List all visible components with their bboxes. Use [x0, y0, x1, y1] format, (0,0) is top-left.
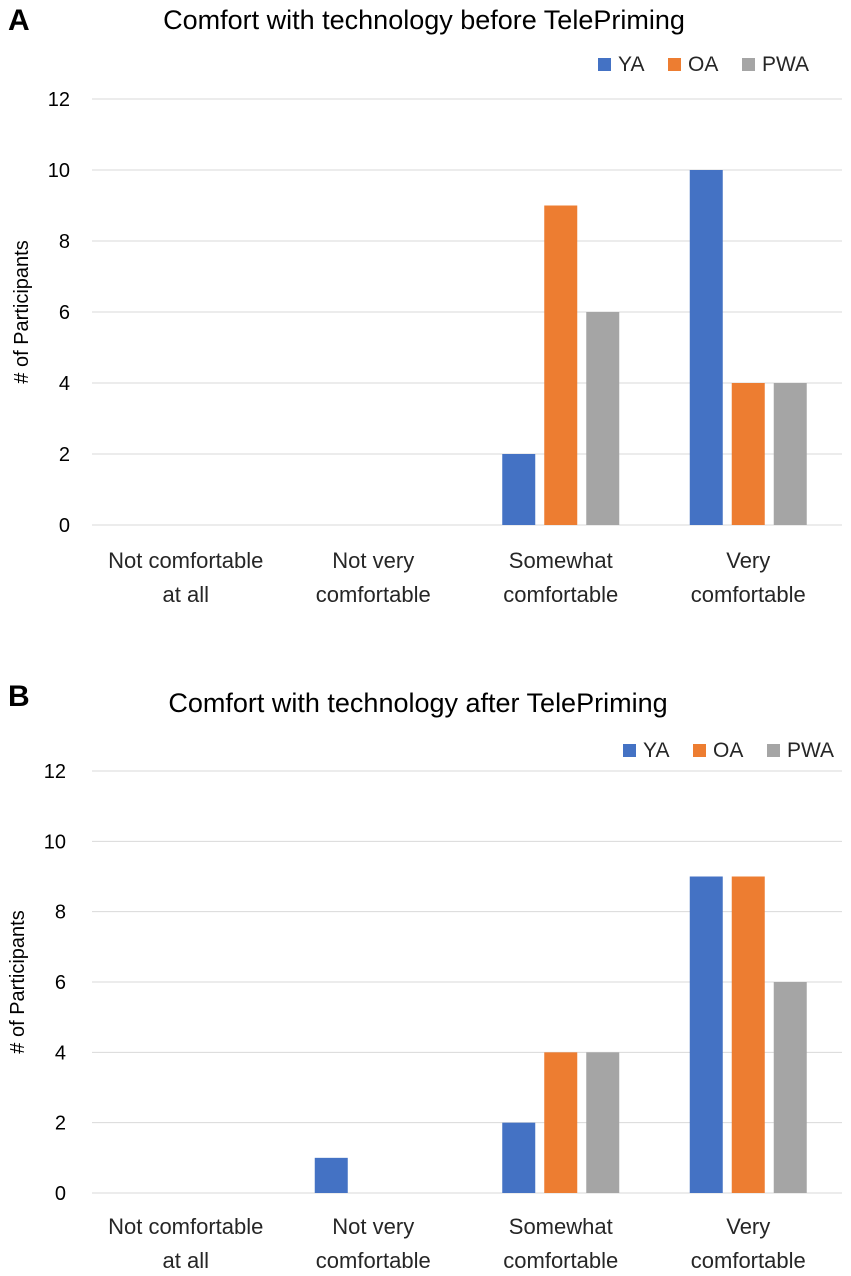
chart-1-xtick-1-line-0: Not very	[332, 1214, 414, 1239]
chart-1-xtick-1-line-1: comfortable	[316, 1248, 431, 1273]
chart-0-ytick-12: 12	[48, 89, 70, 111]
chart-0-xtick-3-line-1: comfortable	[691, 582, 806, 607]
chart-1-ytick-6: 6	[55, 972, 66, 994]
chart-1-legend-swatch-ya	[623, 744, 636, 757]
chart-0-xtick-2-line-0: Somewhat	[509, 548, 613, 573]
chart-0-xtick-3-line-0: Very	[726, 548, 770, 573]
chart-0-xtick-1-line-1: comfortable	[316, 582, 431, 607]
chart-1-legend-swatch-pwa	[767, 744, 780, 757]
chart-0-ytick-6: 6	[59, 302, 70, 324]
chart-0-xtick-0-line-1: at all	[163, 582, 209, 607]
chart-0-bar-pwa-2	[586, 312, 620, 525]
chart-1-xtick-0-line-0: Not comfortable	[108, 1214, 263, 1239]
chart-1-legend-label-ya: YA	[643, 739, 669, 762]
chart-1-bar-ya-3	[689, 876, 723, 1193]
chart-0-ytick-8: 8	[59, 231, 70, 253]
chart-1-legend-swatch-oa	[693, 744, 706, 757]
chart-1-ytick-8: 8	[55, 902, 66, 924]
chart-1-bar-pwa-3	[773, 982, 807, 1193]
chart-1-ylabel: # of Participants	[7, 910, 29, 1053]
chart-0-legend-label-pwa: PWA	[762, 53, 809, 76]
chart-0-ytick-4: 4	[59, 373, 70, 395]
chart-0-xtick-0-line-0: Not comfortable	[108, 548, 263, 573]
chart-1-ytick-10: 10	[44, 831, 66, 853]
chart-0-xtick-1-line-0: Not very	[332, 548, 414, 573]
chart-0-bar-pwa-3	[773, 383, 807, 525]
chart-0-ytick-2: 2	[59, 444, 70, 466]
chart-1-legend-label-pwa: PWA	[787, 739, 834, 762]
chart-1-panel-letter: B	[8, 680, 30, 713]
chart-1-bar-oa-2	[544, 1052, 578, 1193]
chart-1-ytick-2: 2	[55, 1113, 66, 1135]
chart-0-legend-swatch-oa	[668, 58, 681, 71]
chart-0-ylabel: # of Participants	[11, 240, 33, 383]
chart-1-xtick-2-line-0: Somewhat	[509, 1214, 613, 1239]
chart-1-ytick-4: 4	[55, 1042, 66, 1064]
chart-1-xtick-3-line-0: Very	[726, 1214, 770, 1239]
chart-1-bar-ya-1	[314, 1157, 348, 1193]
chart-panel-a: A Comfort with technology before TelePrim…	[8, 4, 842, 607]
chart-0-legend-label-oa: OA	[688, 53, 718, 76]
chart-0-legend-label-ya: YA	[618, 53, 644, 76]
chart-1-bar-pwa-2	[586, 1052, 620, 1193]
chart-0-ytick-10: 10	[48, 160, 70, 182]
chart-0-xtick-2-line-1: comfortable	[503, 582, 618, 607]
chart-1-ytick-12: 12	[44, 761, 66, 783]
chart-panel-b: B Comfort with technology after TelePrimi…	[7, 680, 842, 1273]
chart-0-ytick-0: 0	[59, 515, 70, 537]
chart-0-bar-oa-2	[544, 205, 578, 525]
chart-0-bar-ya-3	[689, 170, 723, 525]
chart-1-bar-ya-2	[502, 1122, 536, 1193]
chart-0-panel-letter: A	[8, 4, 30, 37]
chart-1-ytick-0: 0	[55, 1183, 66, 1205]
chart-1-title: Comfort with technology after TelePrimin…	[168, 688, 667, 718]
chart-0-bar-oa-3	[731, 383, 765, 525]
chart-0-legend-swatch-ya	[598, 58, 611, 71]
chart-0-legend-swatch-pwa	[742, 58, 755, 71]
chart-1-xtick-3-line-1: comfortable	[691, 1248, 806, 1273]
chart-0-bar-ya-2	[502, 454, 536, 525]
chart-0-title: Comfort with technology before TelePrimi…	[163, 5, 685, 35]
chart-1-xtick-0-line-1: at all	[163, 1248, 209, 1273]
chart-1-xtick-2-line-1: comfortable	[503, 1248, 618, 1273]
chart-1-legend-label-oa: OA	[713, 739, 743, 762]
chart-1-bar-oa-3	[731, 876, 765, 1193]
